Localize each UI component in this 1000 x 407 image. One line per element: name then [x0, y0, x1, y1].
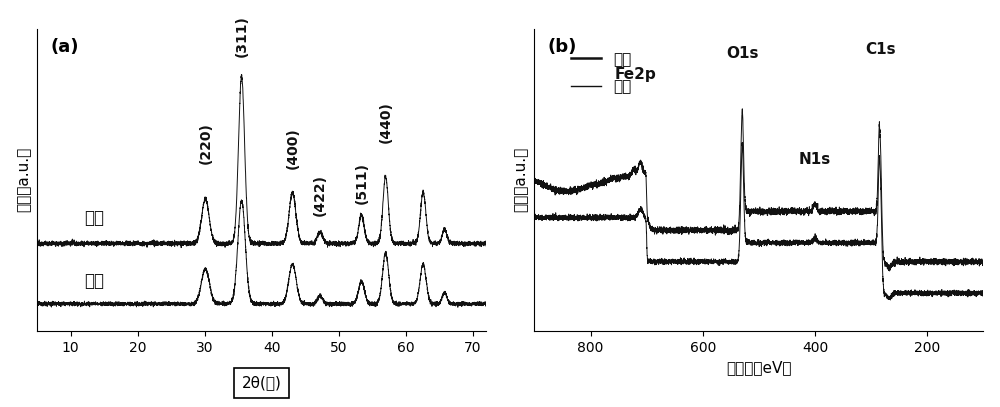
Text: 烧前: 烧前 [84, 209, 104, 227]
Text: O1s: O1s [726, 46, 758, 61]
Text: (a): (a) [51, 38, 79, 56]
Text: (400): (400) [285, 127, 299, 169]
Text: (422): (422) [313, 175, 327, 217]
X-axis label: 结合能（eV）: 结合能（eV） [726, 360, 792, 375]
Text: (511): (511) [354, 162, 368, 204]
Legend: 烧前, 烧后: 烧前, 烧后 [565, 46, 638, 100]
Text: N1s: N1s [799, 151, 831, 166]
Text: 烧后: 烧后 [84, 272, 104, 290]
Y-axis label: 强度（a.u.）: 强度（a.u.） [17, 147, 32, 212]
Text: (440): (440) [379, 101, 393, 143]
Text: 2θ(度): 2θ(度) [242, 375, 282, 390]
Text: (220): (220) [198, 122, 212, 164]
Y-axis label: 强度（a.u.）: 强度（a.u.） [514, 147, 529, 212]
Text: C1s: C1s [865, 42, 895, 57]
Text: (b): (b) [548, 38, 577, 56]
Text: (311): (311) [235, 15, 249, 57]
Text: Fe2p: Fe2p [615, 67, 656, 82]
